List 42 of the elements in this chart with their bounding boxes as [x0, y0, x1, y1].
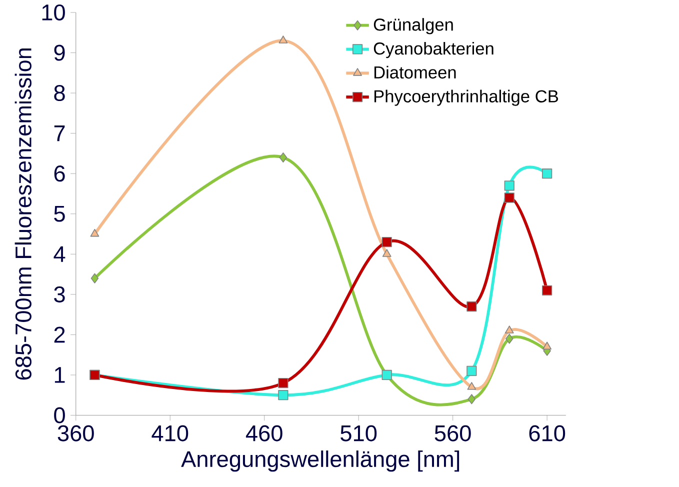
legend-label: Diatomeen	[374, 66, 456, 78]
y-tick-label: 10	[42, 4, 65, 20]
y-axis-title: 685-700nm Fluoreszenzemission	[14, 48, 32, 380]
point	[468, 394, 476, 404]
point	[90, 273, 99, 284]
point	[278, 390, 288, 400]
point	[542, 342, 552, 350]
x-tick-label: 460	[246, 425, 282, 442]
point	[278, 35, 288, 44]
x-tick-label: 410	[152, 425, 188, 442]
legend-label: Phycoerythrinhaltige CB	[374, 90, 558, 106]
point	[467, 382, 476, 390]
point	[504, 192, 514, 203]
y-tick-label: 3	[54, 286, 65, 302]
point	[466, 301, 477, 312]
point	[505, 334, 514, 344]
x-tick-label: 560	[434, 425, 471, 442]
y-tick-label: 7	[54, 125, 65, 141]
y-tick-label: 8	[54, 84, 65, 101]
y-tick-label: 9	[54, 44, 65, 61]
legend-label: Grünalgen	[374, 18, 453, 34]
point	[382, 236, 392, 247]
legend-label: Cyanobakterien	[374, 42, 494, 58]
y-tick-label: 0	[54, 407, 65, 424]
point	[90, 228, 100, 237]
y-tick-label: 6	[54, 165, 65, 182]
point	[542, 168, 552, 178]
y-tick-label: 4	[54, 246, 66, 262]
point	[278, 378, 288, 388]
x-tick-label: 510	[340, 425, 377, 442]
x-axis-title: Anregungswellenlänge [nm]	[181, 450, 460, 472]
point	[504, 180, 514, 191]
point	[504, 325, 514, 334]
y-tick-label: 2	[54, 326, 65, 342]
x-tick-label: 610	[529, 425, 566, 442]
y-tick-label: 1	[54, 367, 65, 383]
point	[542, 285, 552, 296]
point	[279, 152, 288, 162]
point	[382, 248, 392, 257]
x-tick-label: 360	[58, 425, 94, 442]
y-tick-label: 5	[54, 206, 65, 222]
point	[466, 366, 477, 376]
